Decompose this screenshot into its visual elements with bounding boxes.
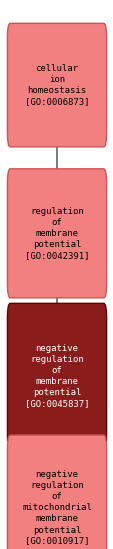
FancyBboxPatch shape: [7, 435, 106, 549]
Text: negative
regulation
of
mitochondrial
membrane
potential
[GO:0010917]: negative regulation of mitochondrial mem…: [22, 470, 91, 546]
Text: regulation
of
membrane
potential
[GO:0042391]: regulation of membrane potential [GO:004…: [25, 206, 88, 260]
FancyBboxPatch shape: [7, 303, 106, 449]
FancyBboxPatch shape: [7, 24, 106, 147]
FancyBboxPatch shape: [7, 169, 106, 298]
Text: cellular
ion
homeostasis
[GO:0006873]: cellular ion homeostasis [GO:0006873]: [25, 64, 88, 107]
Text: negative
regulation
of
membrane
potential
[GO:0045837]: negative regulation of membrane potentia…: [25, 344, 88, 408]
